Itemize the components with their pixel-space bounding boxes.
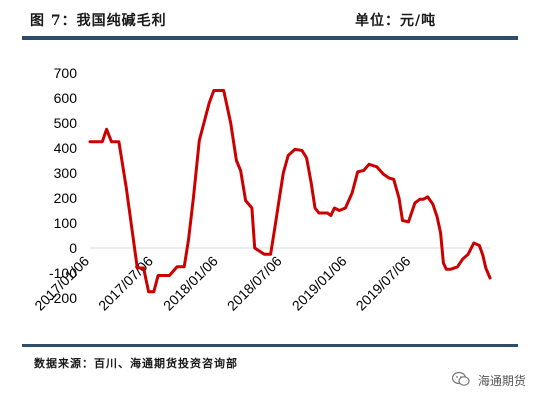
y-tick-label: -100: [49, 265, 77, 281]
x-tick-label: 2019/07/06: [353, 253, 414, 314]
x-tick-labels: 2017/01/06 2017/07/06 2018/01/06 2018/07/06…: [31, 253, 413, 314]
figure-title: 图 7：我国纯碱毛利: [30, 13, 167, 29]
y-tick-label: 200: [54, 190, 78, 206]
series-group: [88, 89, 492, 294]
wechat-icon: [451, 371, 470, 390]
watermark-text: 海通期货: [477, 374, 526, 388]
unit-label: 单位：元/吨: [355, 13, 437, 29]
y-tick-label: 300: [54, 165, 78, 181]
y-tick-label: -200: [49, 290, 77, 306]
series-line: [88, 89, 492, 294]
line-chart: 700 600 500 400 300 200 100 0 -100 -200 2017/01/0…: [31, 65, 492, 314]
x-tick-label: 2019/01/06: [289, 253, 350, 314]
y-tick-labels: 700 600 500 400 300 200 100 0 -100 -200: [49, 65, 77, 306]
y-tick-label: 500: [54, 115, 78, 131]
x-tick-label: 2018/07/06: [224, 253, 285, 314]
figure-header: 图 7：我国纯碱毛利 单位：元/吨: [0, 0, 552, 40]
y-tick-label: 700: [54, 65, 78, 81]
header-rule: [22, 36, 518, 40]
watermark: 海通期货: [451, 371, 526, 390]
footer-rule: [22, 344, 518, 347]
y-tick-label: 600: [54, 90, 78, 106]
source-note: 数据来源：百川、海通期货投资咨询部: [34, 357, 238, 370]
y-tick-label: 0: [69, 240, 77, 256]
x-tick-label: 2018/01/06: [160, 253, 221, 314]
y-tick-label: 100: [54, 215, 78, 231]
y-tick-label: 400: [54, 140, 78, 156]
